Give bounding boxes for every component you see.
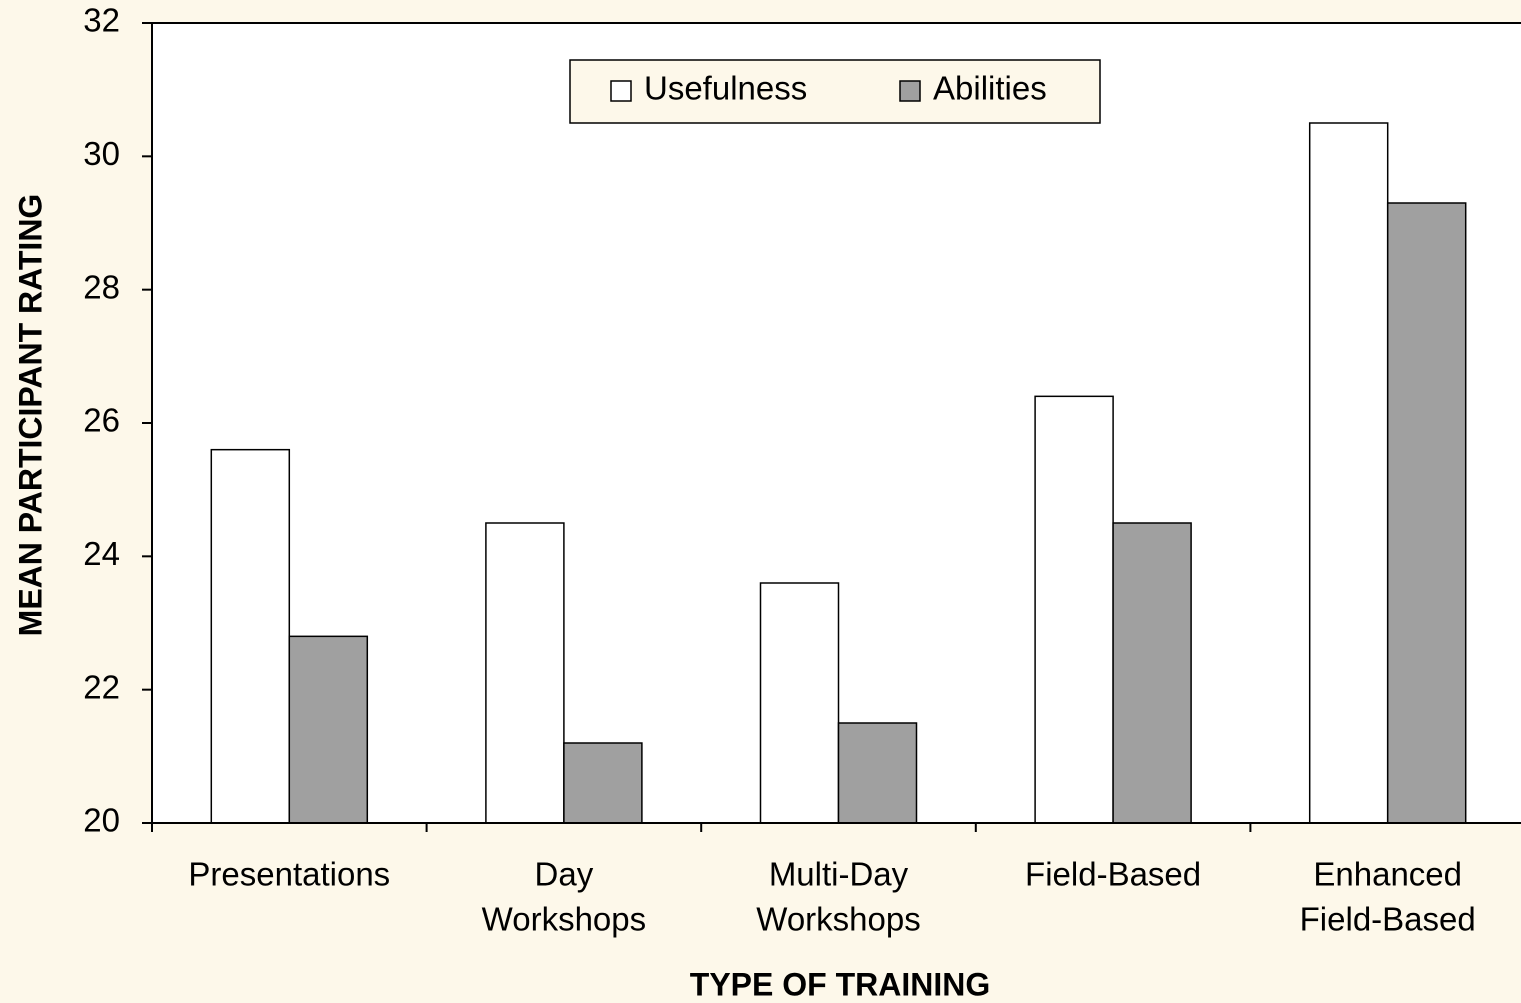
legend-swatch (899, 80, 921, 102)
y-tick-label: 28 (83, 268, 120, 305)
x-tick-label: Field-Based (1025, 856, 1201, 893)
x-tick-label: Workshops (482, 901, 646, 938)
legend-label: Abilities (933, 70, 1047, 107)
x-tick-label: Day (535, 856, 594, 893)
bar (485, 522, 565, 824)
legend-label: Usefulness (644, 70, 807, 107)
y-tick-label: 26 (83, 402, 120, 439)
y-tick-label: 22 (83, 668, 120, 705)
bar (1112, 522, 1192, 824)
y-tick-label: 30 (83, 135, 120, 172)
y-tick-label: 32 (83, 2, 120, 39)
x-tick-label: Field-Based (1300, 901, 1476, 938)
y-axis-title: MEAN PARTICIPANT RATING (12, 194, 48, 637)
bar (1386, 202, 1467, 824)
bar (1308, 122, 1389, 824)
bar (759, 582, 840, 824)
bar (563, 742, 643, 824)
x-axis-title: TYPE OF TRAINING (690, 966, 990, 1002)
legend: Usefulness Abilities (569, 59, 1101, 124)
x-tick-label: Enhanced (1313, 856, 1462, 893)
y-tick-label: 20 (83, 802, 120, 839)
bar (1034, 395, 1114, 824)
x-tick-label: Workshops (756, 901, 920, 938)
bar (837, 722, 918, 824)
legend-box (569, 59, 1101, 124)
bar (288, 635, 369, 824)
y-tick-label: 24 (83, 535, 120, 572)
legend-swatch (610, 80, 632, 102)
bar (210, 448, 291, 824)
x-tick-label: Multi-Day (769, 856, 909, 893)
x-tick-label: Presentations (188, 856, 390, 893)
